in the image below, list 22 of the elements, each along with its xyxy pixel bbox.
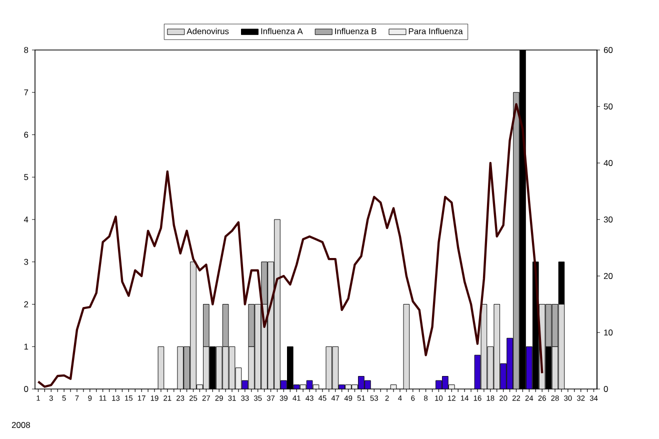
- legend-label: Adenovirus: [186, 28, 229, 34]
- y2-tick-label: 30: [604, 216, 613, 222]
- y-tick-label: 8: [24, 47, 28, 53]
- y2-tick-label: 50: [604, 104, 613, 110]
- y2-tick-label: 20: [604, 273, 613, 279]
- y2-tick-label: 10: [604, 330, 613, 336]
- y-tick-label: 6: [24, 132, 28, 138]
- y2-tick-label: 60: [604, 47, 613, 53]
- y-tick-label: 4: [24, 216, 28, 222]
- text: 2008: [12, 422, 30, 428]
- line-series: [37, 103, 544, 388]
- y-tick-label: 2: [24, 301, 28, 308]
- y-tick-label: 7: [24, 89, 28, 96]
- y-tick-label: 0: [24, 386, 28, 392]
- y2-tick-label: 0: [604, 386, 608, 392]
- y-tick-label: 3: [24, 258, 28, 265]
- legend-label: Influenza B: [335, 28, 376, 34]
- y-tick-label: 5: [24, 174, 28, 180]
- legend-label: Para Influenza: [408, 28, 463, 34]
- y-tick-label: 1: [24, 344, 28, 350]
- y2-tick-label: 40: [604, 160, 613, 166]
- legend-label: Influenza A: [261, 28, 303, 34]
